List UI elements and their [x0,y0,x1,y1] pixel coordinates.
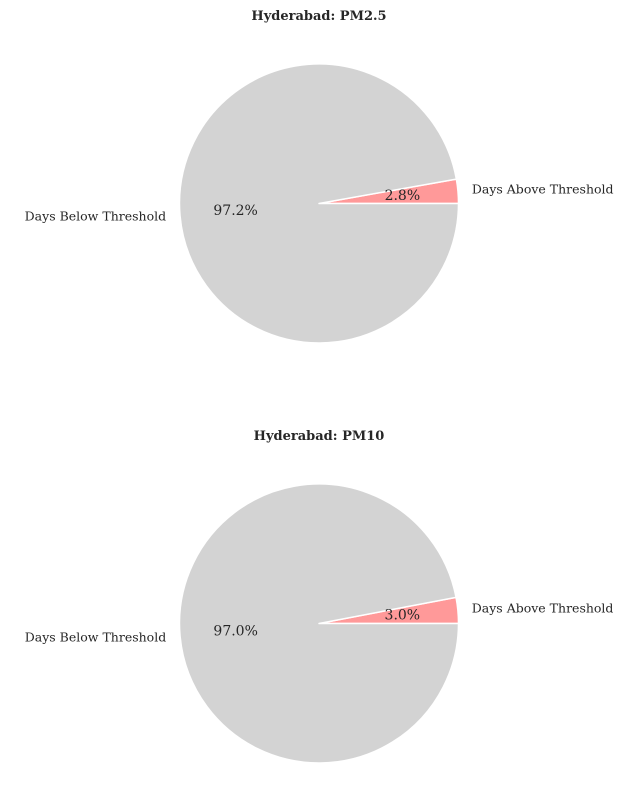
pie-chart-pm25: Hyderabad: PM2.5 Days Above Threshold 2.8… [25,9,614,344]
slice-label-days-below-threshold: Days Below Threshold [25,208,166,223]
pie-slices [178,63,460,344]
slice-label-days-below-threshold: Days Below Threshold [25,629,166,644]
slice-label-days-above-threshold: Days Above Threshold [472,601,614,616]
pie-labels: Days Above Threshold 3.0% Days Below Thres… [25,601,614,645]
chart-title: Hyderabad: PM10 [254,429,385,444]
pie-slices [178,483,460,764]
pct-label-days-below-threshold: 97.0% [213,623,257,639]
pie-slice-days-below-threshold [178,483,460,764]
slice-label-days-above-threshold: Days Above Threshold [472,182,614,197]
chart-title: Hyderabad: PM2.5 [251,9,386,24]
pie-labels: Days Above Threshold 2.8% Days Below Thres… [25,182,614,224]
pct-label-days-above-threshold: 3.0% [385,608,421,624]
pct-label-days-above-threshold: 2.8% [385,188,421,204]
pie-chart-pm10: Hyderabad: PM10 Days Above Threshold 3.0%… [25,429,614,764]
pct-label-days-below-threshold: 97.2% [213,203,257,219]
pie-slice-days-below-threshold [178,63,460,344]
